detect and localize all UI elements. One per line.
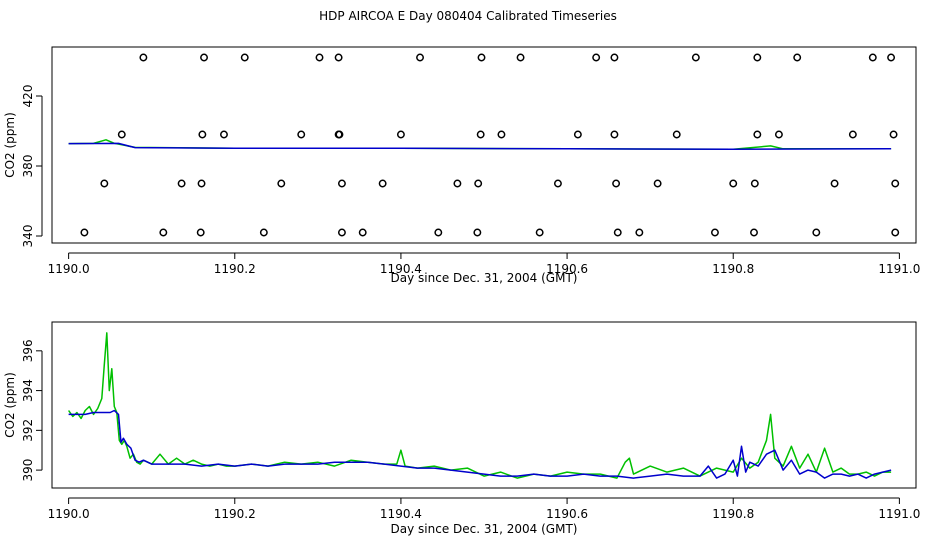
data-point-marker	[613, 228, 622, 237]
data-point-marker	[416, 53, 424, 62]
x-tick-label: 1190.4	[380, 262, 422, 276]
data-point-marker	[653, 179, 662, 188]
y-axis-label: CO2 (ppm)	[3, 372, 17, 438]
data-point-marker	[196, 228, 205, 237]
y-tick-label: 390	[21, 459, 35, 482]
data-point-marker	[592, 53, 601, 62]
y-tick-label: 420	[21, 85, 35, 108]
x-tick-label: 1190.8	[712, 507, 754, 521]
data-point-marker	[691, 53, 700, 62]
data-point-marker	[335, 130, 344, 139]
x-tick-label: 1190.8	[712, 262, 754, 276]
y-axis-label: CO2 (ppm)	[3, 112, 17, 178]
data-point-marker	[474, 179, 483, 188]
data-point-marker	[793, 53, 802, 62]
data-point-marker	[848, 130, 857, 139]
data-point-marker	[774, 130, 783, 139]
data-point-marker	[259, 228, 268, 237]
x-tick-label: 1190.6	[546, 507, 588, 521]
x-tick-label: 1190.2	[214, 507, 256, 521]
figure-title: HDP AIRCOA E Day 080404 Calibrated Times…	[319, 9, 617, 23]
data-point-marker	[672, 130, 681, 139]
data-point-marker	[887, 53, 896, 62]
data-point-marker	[139, 53, 148, 62]
x-tick-label: 1190.2	[214, 262, 256, 276]
data-point-marker	[240, 53, 249, 62]
x-axis-label: Day since Dec. 31, 2004 (GMT)	[391, 271, 578, 285]
data-point-marker	[830, 179, 839, 188]
data-point-marker	[453, 179, 462, 188]
x-tick-label: 1191.0	[878, 507, 920, 521]
data-point-marker	[610, 130, 619, 139]
data-point-marker	[476, 130, 485, 139]
data-point-marker	[753, 130, 762, 139]
data-point-marker	[891, 179, 900, 188]
data-point-marker	[197, 179, 206, 188]
data-point-marker	[80, 228, 89, 237]
series-line-blue	[68, 409, 892, 479]
data-point-marker	[100, 179, 109, 188]
y-tick-label: 392	[21, 419, 35, 442]
data-point-marker	[516, 53, 525, 62]
data-point-marker	[711, 228, 719, 237]
data-point-marker	[297, 130, 306, 139]
x-tick-label: 1190.0	[48, 507, 90, 521]
data-point-marker	[610, 53, 619, 62]
data-point-marker	[750, 179, 759, 188]
data-point-marker	[753, 53, 762, 62]
data-point-marker	[868, 53, 877, 62]
data-point-marker	[612, 179, 621, 188]
data-point-marker	[334, 53, 343, 62]
data-point-marker	[277, 179, 286, 188]
y-tick-label: 394	[21, 379, 35, 402]
data-point-marker	[573, 130, 582, 139]
plot-frame	[51, 46, 917, 244]
x-tick-label: 1191.0	[878, 262, 920, 276]
data-point-marker	[635, 228, 644, 237]
x-tick-label: 1190.0	[48, 262, 90, 276]
data-point-marker	[378, 179, 387, 188]
data-point-marker	[477, 53, 486, 62]
x-tick-label: 1190.6	[546, 262, 588, 276]
data-point-marker	[117, 130, 126, 139]
data-point-marker	[337, 228, 346, 237]
data-point-marker	[473, 228, 482, 237]
y-tick-label: 380	[21, 155, 35, 178]
series-line-green	[67, 332, 892, 479]
data-point-marker	[396, 130, 405, 139]
data-point-marker	[200, 53, 208, 62]
data-point-marker	[729, 179, 738, 188]
data-point-marker	[358, 228, 367, 237]
data-point-marker	[535, 228, 544, 237]
top-chart-panel: 1190.0 1190.2 1190.4 1190.6 1190.8 1191.0 Day …	[3, 46, 920, 285]
x-axis-label: Day since Dec. 31, 2004 (GMT)	[391, 522, 578, 536]
data-point-marker	[497, 130, 506, 139]
y-tick-label: 396	[21, 339, 35, 362]
data-point-marker	[315, 53, 324, 62]
data-point-marker	[198, 130, 207, 139]
data-point-marker	[337, 179, 346, 188]
data-point-marker	[891, 228, 900, 237]
data-point-marker	[220, 130, 228, 139]
bottom-chart-panel: 1190.0 1190.2 1190.4 1190.6 1190.8 1191.0 Day …	[3, 321, 920, 536]
series-line-blue	[68, 142, 892, 150]
data-point-marker	[750, 228, 758, 237]
data-point-marker	[177, 179, 186, 188]
data-point-marker	[553, 179, 562, 188]
data-point-marker	[889, 130, 898, 139]
data-point-marker	[812, 228, 821, 237]
x-tick-label: 1190.4	[380, 507, 422, 521]
y-tick-label: 340	[21, 225, 35, 248]
data-point-marker	[434, 228, 443, 237]
data-point-marker	[159, 228, 168, 237]
plot-frame	[51, 321, 917, 489]
